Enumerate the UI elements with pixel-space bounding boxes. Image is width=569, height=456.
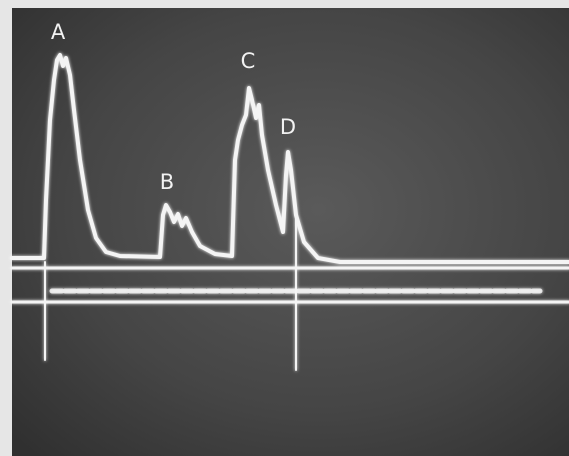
peak-label: C	[241, 49, 256, 73]
peak-label: B	[160, 170, 174, 194]
peak-label: A	[51, 20, 66, 44]
peak-label: D	[280, 115, 296, 139]
oscilloscope-photo: A B C D	[0, 0, 569, 456]
